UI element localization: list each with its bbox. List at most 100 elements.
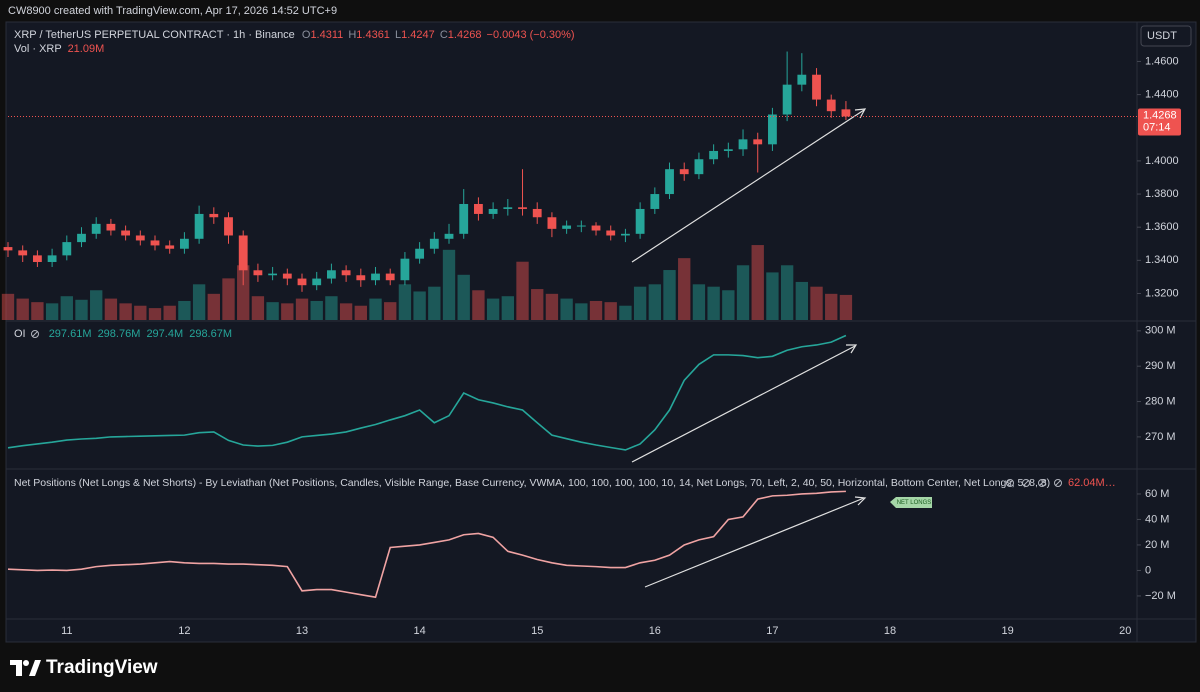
candle-body [532, 208, 542, 218]
volume-bar [736, 265, 750, 320]
hide-icon[interactable] [31, 330, 39, 338]
ohlc-label: H [348, 29, 356, 41]
volume-value: 21.09M [68, 43, 105, 55]
volume-bar [266, 302, 279, 320]
volume-bar [281, 303, 294, 320]
volume-bar [780, 265, 794, 320]
x-tick-label: 11 [61, 625, 72, 637]
volume-bar [428, 286, 441, 320]
candle-body [826, 99, 836, 112]
volume-bar [90, 290, 103, 320]
price-legend: XRP / TetherUS PERPETUAL CONTRACT · 1h ·… [14, 29, 575, 41]
ohlc-label: O [302, 29, 311, 41]
y-tick-label: 1.4000 [1145, 155, 1179, 167]
indicator-icons[interactable] [1006, 479, 1062, 487]
candle-body [165, 245, 175, 249]
volume-bar [633, 286, 647, 320]
oi-name: OI [14, 328, 26, 340]
oi-value: 298.76M [98, 328, 141, 340]
footer-logo [10, 660, 41, 676]
net-longs-tag [890, 497, 932, 508]
candle-body [606, 230, 616, 236]
volume-bar [516, 261, 529, 320]
x-tick-label: 20 [1119, 625, 1131, 637]
volume-bar [16, 298, 29, 320]
volume-bar [604, 302, 617, 320]
volume-bar [178, 300, 191, 320]
volume-bar [648, 284, 661, 320]
candle-body [238, 235, 248, 271]
candle-body [576, 225, 586, 227]
candle-body [3, 247, 13, 251]
y-tick-label: 300 M [1145, 325, 1176, 337]
candle-body [444, 233, 454, 239]
currency-box[interactable] [1140, 25, 1192, 47]
candle-body [782, 84, 792, 115]
volume-bar [310, 300, 323, 320]
candle-body [268, 273, 278, 276]
volume-bar [501, 296, 514, 320]
candle-body [679, 169, 689, 175]
candle-body [591, 225, 601, 231]
volume-bar [751, 245, 764, 320]
volume-bar [722, 290, 735, 320]
volume-bar [413, 291, 426, 320]
last-price-box [1138, 108, 1181, 136]
candle-body [32, 255, 42, 262]
volume-legend: Vol · XRP 21.09M [14, 43, 104, 55]
volume-bar [795, 281, 809, 320]
candle-body [312, 278, 322, 286]
candle-body [474, 203, 483, 214]
candle-body [385, 273, 395, 281]
series-line [7, 490, 846, 599]
candle-body [371, 273, 380, 281]
net-legend-value: 62.04M… [1068, 477, 1116, 489]
volume-bar [707, 286, 720, 320]
volume-bar [545, 293, 559, 320]
y-tick-label: 0 [1145, 564, 1151, 576]
candle-body [797, 74, 807, 85]
candle-body [768, 114, 777, 145]
candle-body [209, 213, 219, 218]
x-tick-label: 14 [413, 625, 425, 637]
volume-bar [104, 298, 118, 320]
candle-body [135, 235, 145, 241]
volume-bar [222, 278, 235, 320]
candle-body [179, 238, 189, 249]
volume-bar [369, 298, 382, 320]
volume-bar [692, 284, 706, 320]
candle-body [753, 139, 763, 145]
y-tick-label: 270 M [1145, 431, 1176, 443]
candle-body [650, 194, 660, 209]
volume-bar [354, 305, 367, 320]
candle-body [738, 139, 748, 150]
volume-bar [325, 296, 338, 320]
y-tick-label: 1.4600 [1145, 55, 1179, 67]
countdown-label: 07:14 [1143, 121, 1171, 133]
chart-background [5, 21, 1197, 643]
trend-arrows [631, 108, 867, 588]
y-tick-label: 1.3800 [1145, 188, 1179, 200]
y-tick-label: −20 M [1145, 590, 1176, 602]
oi-value: 297.61M [49, 328, 92, 340]
candle-body [356, 275, 366, 281]
volume-bar [75, 299, 88, 320]
candle-body [253, 270, 263, 276]
volume-bar [486, 298, 500, 320]
volume-bar [825, 293, 838, 320]
candle-body [547, 217, 557, 229]
volume-bar [148, 308, 162, 320]
candle-body [18, 250, 28, 256]
volume-bar [119, 303, 132, 320]
header-text: CW8900 created with TradingView.com, Apr… [8, 5, 337, 17]
candle-body [694, 159, 704, 175]
x-tick-label: 16 [649, 625, 661, 637]
ohlc-value: 1.4247 [401, 29, 435, 41]
currency-label[interactable]: USDT [1147, 30, 1177, 42]
y-tick-label: 280 M [1145, 395, 1176, 407]
y-tick-label: 40 M [1145, 513, 1169, 525]
volume-bar [384, 302, 397, 320]
net-longs-tag-label: NET LONGS [897, 500, 932, 506]
candle-body [47, 255, 57, 262]
y-tick-label: 1.3200 [1145, 287, 1179, 299]
